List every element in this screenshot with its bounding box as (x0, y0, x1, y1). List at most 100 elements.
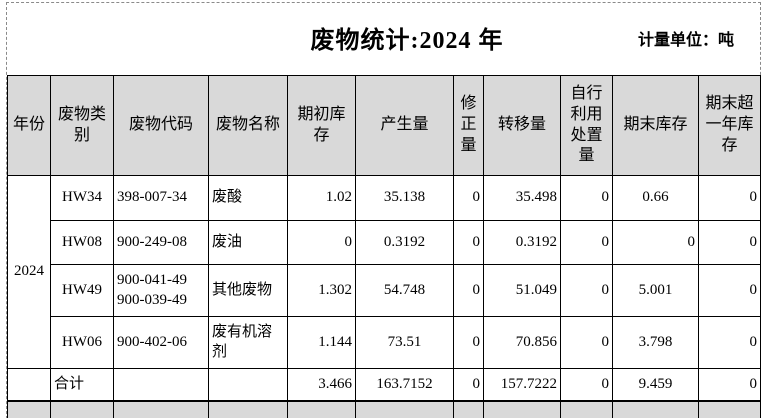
cell-self-disposal: 0 (560, 264, 613, 317)
total-correction: 0 (453, 368, 484, 402)
cell-code: 900-402-06 (113, 316, 209, 369)
empty-cell (208, 400, 288, 418)
empty-cell (560, 400, 613, 418)
total-generated: 163.7152 (355, 368, 454, 402)
header-transferred-label: 转移量 (497, 116, 546, 134)
header-row: 年份 废物类别 废物代码 废物名称 期初库存 产生量 修正量 转移量 自行利用处… (7, 75, 761, 176)
cell-correction: 0 (453, 316, 484, 369)
total-over-one-year: 0 (698, 368, 761, 402)
cell-name-text: 废油 (212, 233, 243, 250)
cell-over-one-year: 0 (698, 175, 761, 221)
clipped-gray-row (7, 400, 761, 418)
table-row-hw49: HW49 900-041-49 900-039-49 其他废物 1.302 54… (8, 264, 761, 317)
cell-name-text: 废酸 (212, 189, 243, 206)
cell-closing: 5.001 (612, 264, 699, 317)
empty-cell (355, 400, 454, 418)
cell-name: 废油 (208, 220, 288, 265)
cell-code: 900-249-08 (113, 220, 209, 265)
header-closing-label: 期末库存 (623, 116, 688, 134)
empty-cell (612, 400, 699, 418)
unit-label: 计量单位：吨 (637, 32, 734, 49)
header-code: 废物代码 (113, 75, 209, 176)
cell-opening: 1.302 (287, 264, 356, 317)
cell-correction: 0 (453, 175, 484, 221)
header-correction: 修正量 (453, 75, 484, 176)
total-year-cell-empty (7, 368, 51, 402)
year-cell: 2024 (7, 175, 51, 369)
header-year-label: 年份 (12, 116, 45, 134)
header-category: 废物类别 (50, 75, 114, 176)
cell-generated: 54.748 (355, 264, 454, 317)
cell-correction: 0 (453, 220, 484, 265)
empty-cell (7, 400, 51, 418)
cell-category: HW34 (50, 175, 114, 221)
total-self-disposal: 0 (560, 368, 613, 402)
empty-cell (287, 400, 356, 418)
cell-code: 398-007-34 (113, 175, 209, 221)
total-code-empty (113, 368, 209, 402)
cell-transferred: 70.856 (483, 316, 561, 369)
cell-name: 其他废物 (208, 264, 288, 317)
header-self-disposal-label: 自行利用处置量 (570, 84, 603, 165)
header-generated: 产生量 (355, 75, 454, 176)
cell-name-text: 其他废物 (212, 281, 273, 298)
header-year: 年份 (7, 75, 51, 176)
sheet-title: 废物统计:2024 年 (310, 28, 504, 54)
cell-closing: 3.798 (612, 316, 699, 369)
empty-cell (453, 400, 484, 418)
cell-self-disposal: 0 (560, 220, 613, 265)
header-opening: 期初库存 (287, 75, 356, 176)
cell-opening: 0 (287, 220, 356, 265)
total-label: 合计 (50, 368, 114, 402)
page-break-dashed-border (6, 2, 761, 418)
table-row-hw34: 2024 HW34 398-007-34 废酸 1.02 35.138 0 35… (7, 175, 761, 369)
cell-code: 900-041-49 900-039-49 (113, 264, 209, 317)
cell-transferred: 51.049 (483, 264, 561, 317)
cell-self-disposal: 0 (560, 316, 613, 369)
cell-closing: 0 (612, 220, 699, 265)
total-name-empty (208, 368, 288, 402)
cell-transferred: 35.498 (483, 175, 561, 221)
cell-correction: 0 (453, 264, 484, 317)
header-opening-label: 期初库存 (297, 105, 346, 144)
cell-name: 废有机溶剂 (208, 316, 288, 369)
header-code-label: 废物代码 (128, 116, 193, 134)
cell-generated: 35.138 (355, 175, 454, 221)
empty-cell (483, 400, 561, 418)
header-transferred: 转移量 (483, 75, 561, 176)
total-opening: 3.466 (287, 368, 356, 402)
total-transferred: 157.7222 (483, 368, 561, 402)
waste-statistics-table: 年份 废物类别 废物代码 废物名称 期初库存 产生量 修正量 转移量 自行利用处… (7, 75, 761, 418)
cell-generated: 0.3192 (355, 220, 454, 265)
cell-over-one-year: 0 (698, 316, 761, 369)
empty-cell (698, 400, 761, 418)
title-band: 废物统计:2024 年 (0, 20, 762, 55)
cell-name-text: 废有机溶剂 (212, 324, 273, 360)
cell-over-one-year: 0 (698, 220, 761, 265)
cell-category: HW49 (50, 264, 114, 317)
header-closing: 期末库存 (612, 75, 699, 176)
cell-opening: 1.144 (287, 316, 356, 369)
empty-cell (50, 400, 114, 418)
cell-generated: 73.51 (355, 316, 454, 369)
table-row-hw06: HW06 900-402-06 废有机溶剂 1.144 73.51 0 70.8… (8, 316, 761, 369)
header-over-one-year: 期末超一年库存 (698, 75, 761, 176)
header-category-label: 废物类别 (57, 105, 106, 144)
header-name: 废物名称 (208, 75, 288, 176)
total-row: 合计 3.466 163.7152 0 157.7222 0 9.459 0 (7, 368, 761, 402)
cell-category: HW06 (50, 316, 114, 369)
cell-category: HW08 (50, 220, 114, 265)
header-correction-label: 修正量 (460, 95, 477, 154)
cell-opening: 1.02 (287, 175, 356, 221)
table-row-hw08: HW08 900-249-08 废油 0 0.3192 0 0.3192 0 0… (8, 220, 761, 265)
header-self-disposal: 自行利用处置量 (560, 75, 613, 176)
cell-transferred: 0.3192 (483, 220, 561, 265)
cell-over-one-year: 0 (698, 264, 761, 317)
cell-self-disposal: 0 (560, 175, 613, 221)
header-name-label: 废物名称 (215, 116, 280, 134)
header-generated-label: 产生量 (380, 116, 429, 134)
total-closing: 9.459 (612, 368, 699, 402)
cell-name: 废酸 (208, 175, 288, 221)
header-over-one-year-label: 期末超一年库存 (705, 95, 754, 154)
